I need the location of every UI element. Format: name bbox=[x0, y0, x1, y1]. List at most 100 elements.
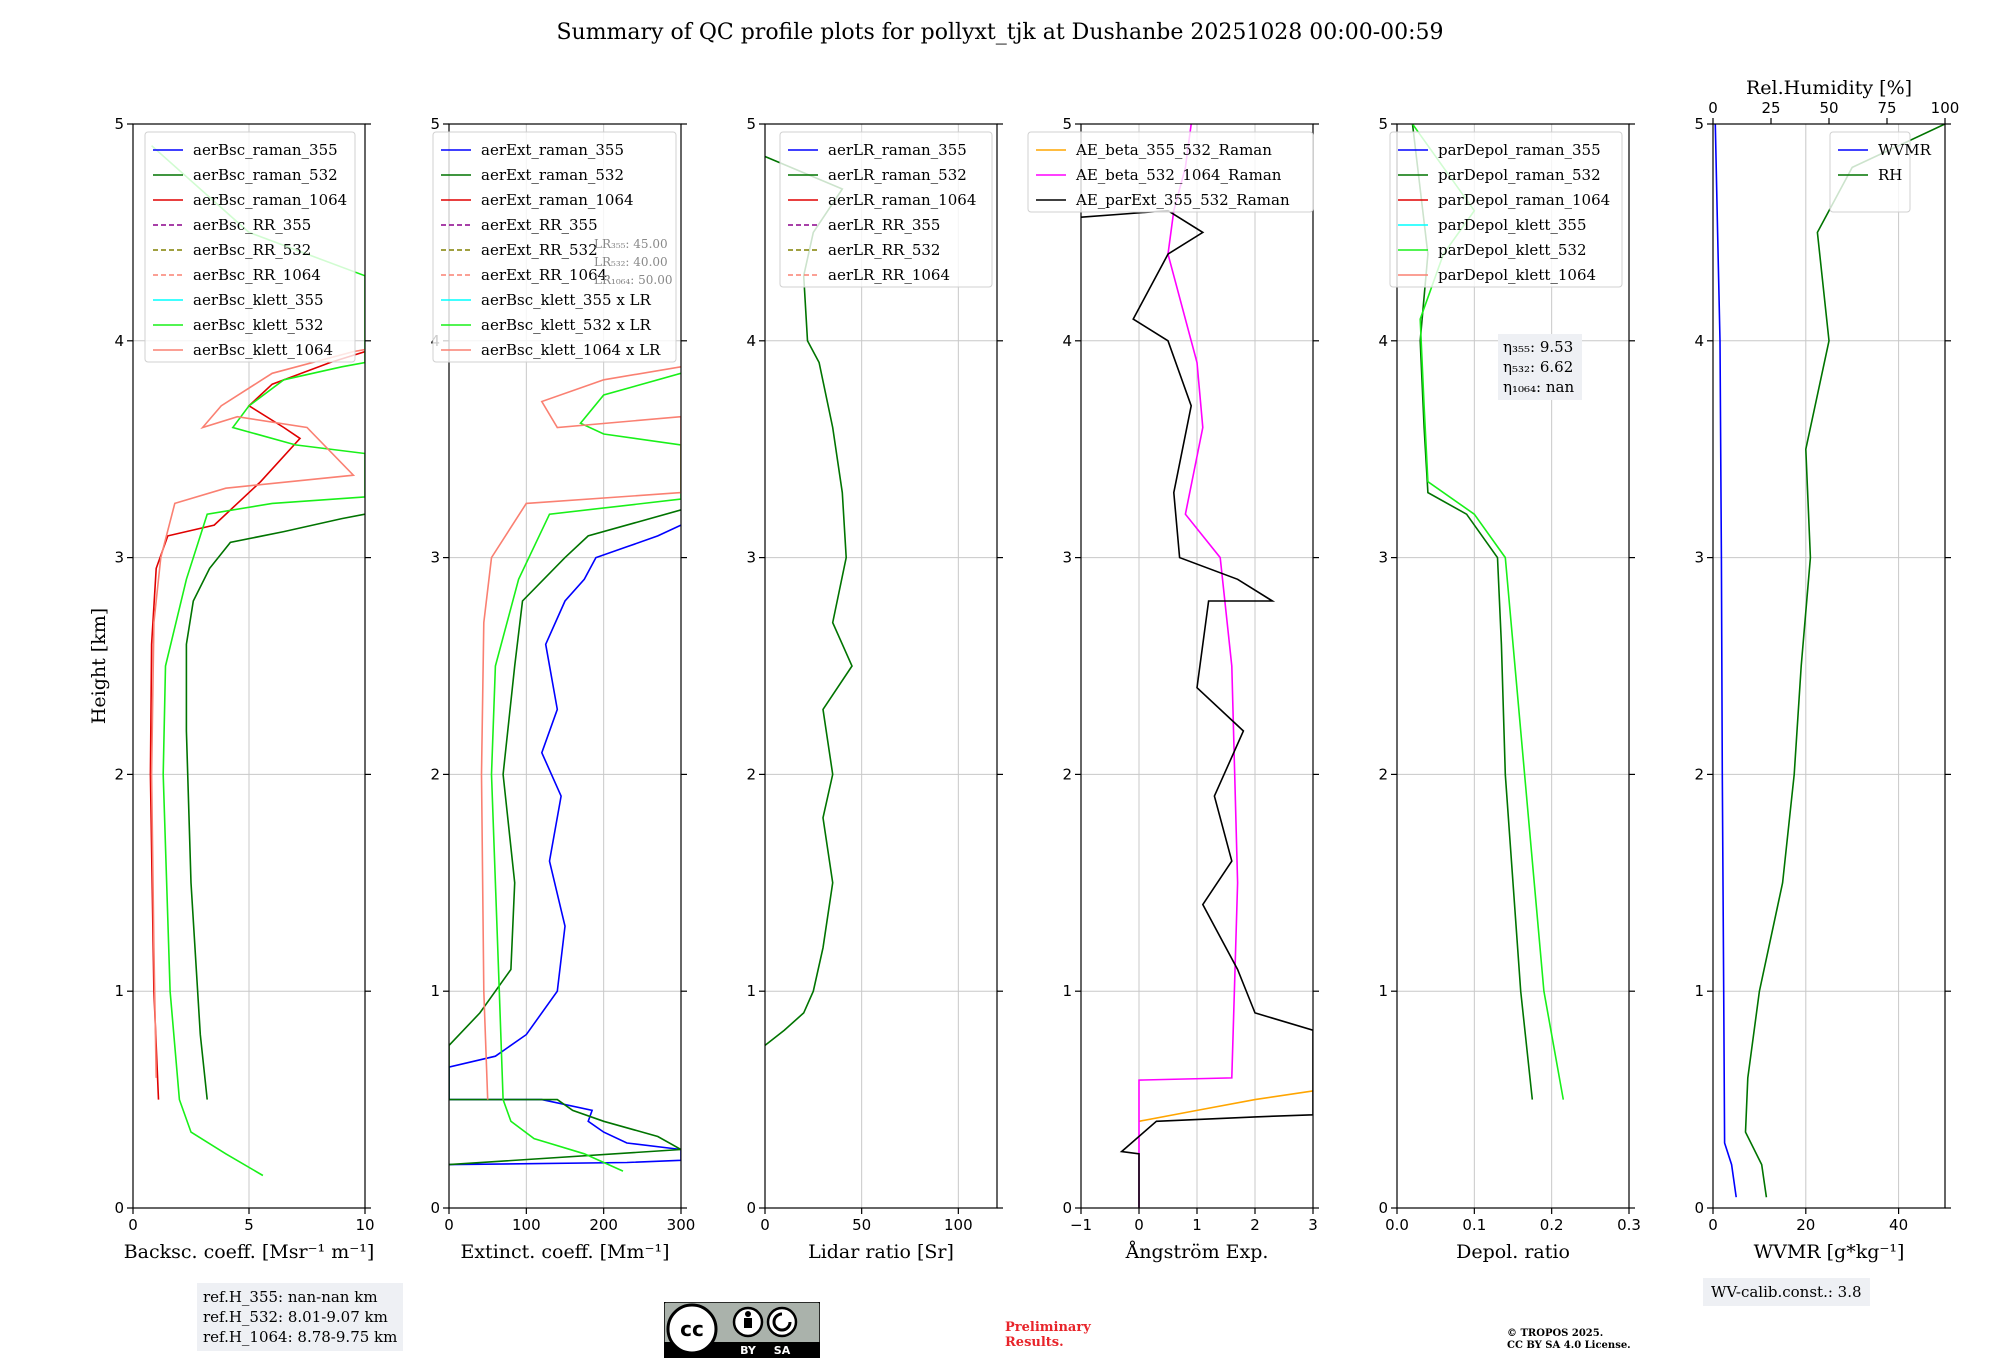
series-aerExt_raman_532 bbox=[449, 509, 681, 1166]
x-tick-label: 40 bbox=[1889, 1216, 1908, 1234]
axes-frame bbox=[1396, 123, 1630, 1209]
preliminary-results-note: Preliminary Results. bbox=[1005, 1320, 1091, 1350]
legend-entry: aerExt_RR_532 bbox=[481, 241, 598, 259]
x-tick-label: 0 bbox=[1134, 1216, 1144, 1234]
legend-entry: aerExt_RR_1064 bbox=[481, 266, 607, 284]
axes-frame bbox=[764, 123, 998, 1209]
y-tick-label: 4 bbox=[746, 332, 756, 350]
x-axis-label: Ångström Exp. bbox=[1125, 1241, 1269, 1263]
x-axis-label: WVMR [g*kg⁻¹] bbox=[1754, 1241, 1905, 1263]
y-tick-label: 0 bbox=[1378, 1199, 1388, 1217]
legend-entry: AE_beta_355_532_Raman bbox=[1075, 141, 1272, 159]
x-tick-label: 0 bbox=[128, 1216, 138, 1234]
legend-entry: aerBsc_klett_355 x LR bbox=[481, 291, 652, 309]
y-tick-label: 3 bbox=[114, 549, 124, 567]
legend-box bbox=[144, 131, 356, 363]
figure-title: Summary of QC profile plots for pollyxt_… bbox=[556, 20, 1444, 45]
ref-height-532: ref.H_532: 8.01-9.07 km bbox=[203, 1308, 388, 1326]
eta-box bbox=[1498, 334, 1582, 400]
legend-entry: aerBsc_RR_532 bbox=[193, 241, 311, 259]
x-tick-label: 0 bbox=[1708, 1216, 1718, 1234]
y-tick-label: 0 bbox=[746, 1199, 756, 1217]
y-tick-label: 5 bbox=[1694, 115, 1704, 133]
axes-frame bbox=[1080, 123, 1314, 1209]
series-AE_beta_532_1064_Raman bbox=[1138, 124, 1239, 1208]
x-tick-label: 0.3 bbox=[1617, 1216, 1641, 1234]
x-tick-label: 0.1 bbox=[1462, 1216, 1486, 1234]
series-AE_beta_355_532_Raman bbox=[1138, 1090, 1313, 1123]
legend-entry: parDepol_klett_1064 bbox=[1438, 266, 1596, 284]
legend-entry: aerExt_raman_532 bbox=[481, 166, 624, 184]
y-tick-label: 0 bbox=[1062, 1199, 1072, 1217]
legend-entry: parDepol_raman_532 bbox=[1438, 166, 1601, 184]
series-aerBsc_raman_532 bbox=[185, 513, 365, 1100]
y-tick-label: 1 bbox=[746, 982, 756, 1000]
legend-entry: aerBsc_klett_1064 x LR bbox=[481, 341, 661, 359]
legend-entry: aerLR_RR_355 bbox=[828, 216, 940, 234]
legend-box bbox=[779, 131, 993, 288]
legend-entry: aerBsc_klett_355 bbox=[193, 291, 324, 309]
legend-entry: aerBsc_raman_532 bbox=[193, 166, 338, 184]
sa-share-icon bbox=[766, 1306, 798, 1338]
x-tick-label: 0.0 bbox=[1385, 1216, 1409, 1234]
y-tick-label: 3 bbox=[430, 549, 440, 567]
legend-entry: aerBsc_RR_355 bbox=[193, 216, 311, 234]
legend-entry: aerLR_raman_355 bbox=[828, 141, 967, 159]
eta-label: η₅₃₂: 6.62 bbox=[1503, 358, 1573, 376]
y-tick-label: 4 bbox=[1694, 332, 1704, 350]
x2-tick-label: 100 bbox=[1931, 99, 1960, 117]
y-tick-label: 3 bbox=[1694, 549, 1704, 567]
x-tick-label: 0 bbox=[444, 1216, 454, 1234]
series-AE_parExt_355_532_Raman bbox=[1081, 209, 1313, 1208]
y-tick-label: 1 bbox=[114, 982, 124, 1000]
x-tick-label: 50 bbox=[852, 1216, 871, 1234]
ref-height-355: ref.H_355: nan-nan km bbox=[203, 1288, 378, 1306]
lr-label: LR₃₅₅: 45.00 bbox=[594, 237, 668, 251]
x2-axis-label: Rel.Humidity [%] bbox=[1746, 77, 1912, 99]
y-tick-label: 2 bbox=[1694, 765, 1704, 783]
legend-entry: aerExt_raman_355 bbox=[481, 141, 624, 159]
axes-frame bbox=[132, 123, 366, 1209]
legend-box bbox=[1389, 131, 1623, 288]
panel-extinction: 0100200300012345Extinct. coeff. [Mm⁻¹]ae… bbox=[430, 115, 695, 1263]
y-tick-label: 0 bbox=[1694, 1199, 1704, 1217]
y-tick-label: 2 bbox=[1378, 765, 1388, 783]
x-tick-label: 3 bbox=[1308, 1216, 1318, 1234]
legend-box bbox=[1027, 131, 1314, 213]
cc-icon bbox=[666, 1303, 718, 1355]
y-tick-label: 5 bbox=[1062, 115, 1072, 133]
axes-frame bbox=[448, 123, 682, 1209]
series-aerBsc_klett_1064 x LR bbox=[480, 366, 681, 1100]
x-tick-label: 100 bbox=[944, 1216, 973, 1234]
x-tick-label: 20 bbox=[1796, 1216, 1815, 1234]
x-tick-label: 2 bbox=[1250, 1216, 1260, 1234]
x2-tick-label: 50 bbox=[1819, 99, 1838, 117]
series-aerExt_raman_355 bbox=[449, 524, 681, 1166]
legend-entry: aerBsc_raman_355 bbox=[193, 141, 338, 159]
x-tick-label: 5 bbox=[244, 1216, 254, 1234]
x-tick-label: 10 bbox=[355, 1216, 374, 1234]
legend-entry: AE_beta_532_1064_Raman bbox=[1075, 166, 1282, 184]
y-tick-label: 2 bbox=[114, 765, 124, 783]
legend-entry: aerBsc_klett_1064 bbox=[193, 341, 333, 359]
x-tick-label: 0.2 bbox=[1540, 1216, 1564, 1234]
legend-entry: aerLR_RR_1064 bbox=[828, 266, 950, 284]
x2-tick-label: 0 bbox=[1708, 99, 1718, 117]
legend-entry: aerLR_RR_532 bbox=[828, 241, 940, 259]
y-tick-label: 2 bbox=[430, 765, 440, 783]
eta-label: η₁₀₆₄: nan bbox=[1503, 378, 1574, 396]
lr-label: LR₁₀₆₄: 50.00 bbox=[594, 273, 672, 287]
legend-entry: aerLR_raman_1064 bbox=[828, 191, 976, 209]
y-axis-label: Height [km] bbox=[88, 608, 110, 724]
legend-entry: parDepol_raman_355 bbox=[1438, 141, 1601, 159]
legend-entry: parDepol_raman_1064 bbox=[1438, 191, 1610, 209]
panel-lidar_ratio: 0 50 100 0 1 2 3 4 5 Lidar ratio [Sr] aerLR_raman_… bbox=[746, 115, 1003, 1263]
series-aerBsc_klett_532 x LR bbox=[490, 372, 681, 1172]
y-tick-label: 2 bbox=[746, 765, 756, 783]
x-tick-label: 0 bbox=[760, 1216, 770, 1234]
legend-box bbox=[1829, 131, 1911, 213]
lr-label: LR₅₃₂: 40.00 bbox=[594, 255, 668, 269]
x2-tick-label: 25 bbox=[1761, 99, 1780, 117]
y-tick-label: 2 bbox=[1062, 765, 1072, 783]
